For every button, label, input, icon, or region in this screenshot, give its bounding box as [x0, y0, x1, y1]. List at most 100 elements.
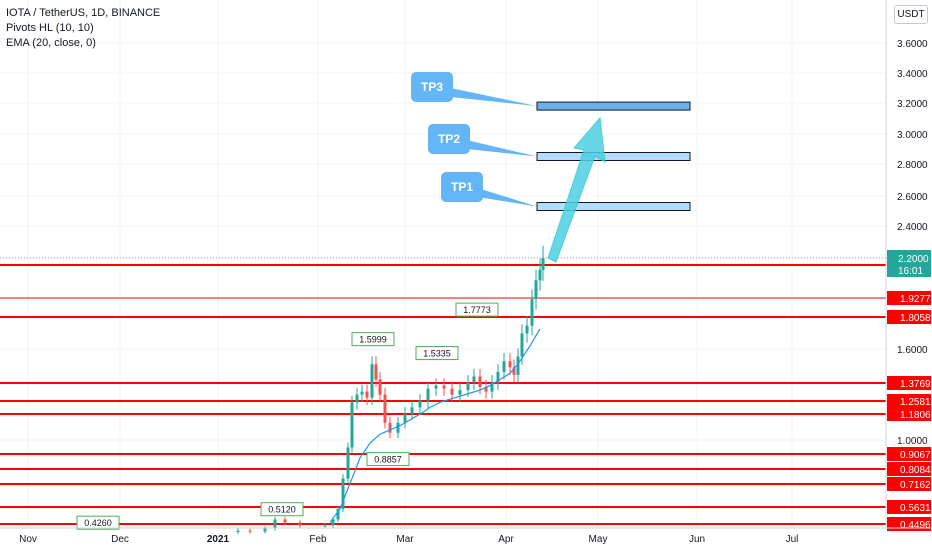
level-price-label: 0.8084 [900, 465, 931, 476]
candle-body [520, 333, 524, 357]
level-price-tag [887, 394, 931, 408]
last-price-value: 2.2000 [898, 254, 929, 265]
pivot-label-box [260, 502, 304, 517]
pivot-label-box [366, 452, 410, 467]
callout-label: TP3 [421, 80, 443, 94]
candle-body [341, 478, 345, 509]
candle-body [323, 525, 327, 527]
candle-body [496, 371, 500, 383]
target-zones: TP1 TP2 TP3 [411, 72, 691, 263]
level-price-label: 1.9277 [900, 294, 931, 305]
callout-pointer [441, 86, 537, 107]
level-price-tag [887, 291, 931, 305]
pivot-label-text: 0.4260 [84, 518, 112, 528]
candle-body [458, 390, 462, 395]
callout-pointer [471, 186, 537, 207]
candle-body [434, 385, 438, 389]
candle-body [396, 422, 400, 433]
candle-body [388, 422, 392, 433]
pivot-label-box [351, 332, 395, 347]
time-tick-label: May [589, 534, 608, 545]
last-price-countdown: 16:01 [898, 266, 923, 277]
candle-body [355, 394, 359, 403]
candle-body [263, 528, 267, 532]
level-price-label: 1.8058 [900, 313, 931, 324]
candle-body [346, 447, 350, 479]
level-price-tag [887, 407, 931, 421]
time-tick-label: Dec [111, 534, 129, 545]
pivot-label-text: 1.5999 [359, 335, 387, 345]
candle-body [365, 391, 369, 398]
level-price-tag [887, 376, 931, 390]
candle-body [336, 508, 340, 520]
candle-body [403, 414, 407, 423]
level-price-label: 1.1806 [900, 410, 931, 421]
pivot-label-text: 0.5120 [268, 505, 296, 515]
time-tick-label: 2021 [207, 534, 230, 545]
candle-body [534, 280, 538, 300]
candle-body [538, 270, 542, 281]
ema-polyline [329, 328, 541, 523]
time-axis: Nov Dec 2021 Feb Mar Apr May Jun Jul [0, 527, 932, 545]
target-zone-tp1 [536, 202, 691, 211]
candle-body [248, 530, 252, 532]
price-tick-label: 1.6000 [897, 345, 928, 356]
time-tick-label: Nov [19, 534, 37, 545]
currency-button[interactable]: USDT [894, 5, 928, 24]
callout-pointer [458, 138, 537, 157]
level-price-label: 0.5631 [900, 503, 931, 514]
level-price-label: 0.9067 [900, 450, 931, 461]
level-price-label: 1.2581 [900, 397, 931, 408]
target-zone-tp2 [536, 152, 691, 161]
level-price-label: 1.3769 [900, 379, 931, 390]
pivots-indicator-label[interactable]: Pivots HL (10, 10) [6, 22, 94, 34]
price-axis: 3.6000 3.4000 3.2000 3.0000 2.8000 2.6000 2.40… [885, 0, 932, 550]
level-price-tag [887, 477, 931, 491]
level-price-label: 0.4496 [900, 520, 931, 531]
candle-body [374, 364, 378, 380]
candle-body [410, 407, 414, 415]
price-tick-label: 2.8000 [897, 160, 928, 171]
ema-indicator-label[interactable]: EMA (20, close, 0) [6, 37, 96, 49]
candle-body [331, 519, 335, 526]
candle-body [525, 325, 529, 334]
ema-line [329, 328, 541, 523]
callout-tp2 [428, 124, 470, 154]
callout-tp3 [411, 72, 453, 102]
time-tick-label: Mar [396, 534, 414, 545]
pivot-label-box [76, 515, 120, 530]
price-tick-label: 1.0000 [897, 436, 928, 447]
candles [236, 245, 545, 534]
candle-body [273, 519, 277, 529]
candle-body [516, 356, 520, 375]
time-tick-label: Jun [689, 534, 705, 545]
candle-body [350, 402, 354, 448]
pivot-labels: 1.5999 1.5335 1.7773 0.8857 0.4260 0.5120 [76, 302, 499, 530]
candle-body [370, 364, 374, 398]
callout-label: TP2 [438, 132, 460, 146]
candle-body [418, 400, 422, 408]
price-tick-label: 3.4000 [897, 69, 928, 80]
pivot-label-box [455, 302, 499, 317]
level-price-label: 0.7162 [900, 480, 931, 491]
candle-body [298, 522, 302, 526]
candle-body [450, 388, 454, 395]
symbol-title[interactable]: IOTA / TetherUS, 1D, BINANCE [6, 7, 161, 19]
candle-body [508, 361, 512, 368]
candle-body [502, 361, 506, 372]
candle-body [426, 388, 430, 401]
level-price-tag [887, 500, 931, 514]
candle-body [283, 519, 287, 523]
time-tick-label: Jul [786, 534, 799, 545]
price-tick-label: 3.2000 [897, 99, 928, 110]
last-price-tag [887, 250, 931, 277]
candle-body [512, 367, 516, 375]
pivot-label-text: 0.8857 [374, 455, 402, 465]
callout-tp1 [441, 172, 483, 202]
candle-body [236, 530, 240, 532]
time-tick-label: Apr [498, 534, 514, 545]
chart-legend: IOTA / TetherUS, 1D, BINANCE Pivots HL (… [6, 6, 160, 51]
candle-body [383, 394, 387, 423]
